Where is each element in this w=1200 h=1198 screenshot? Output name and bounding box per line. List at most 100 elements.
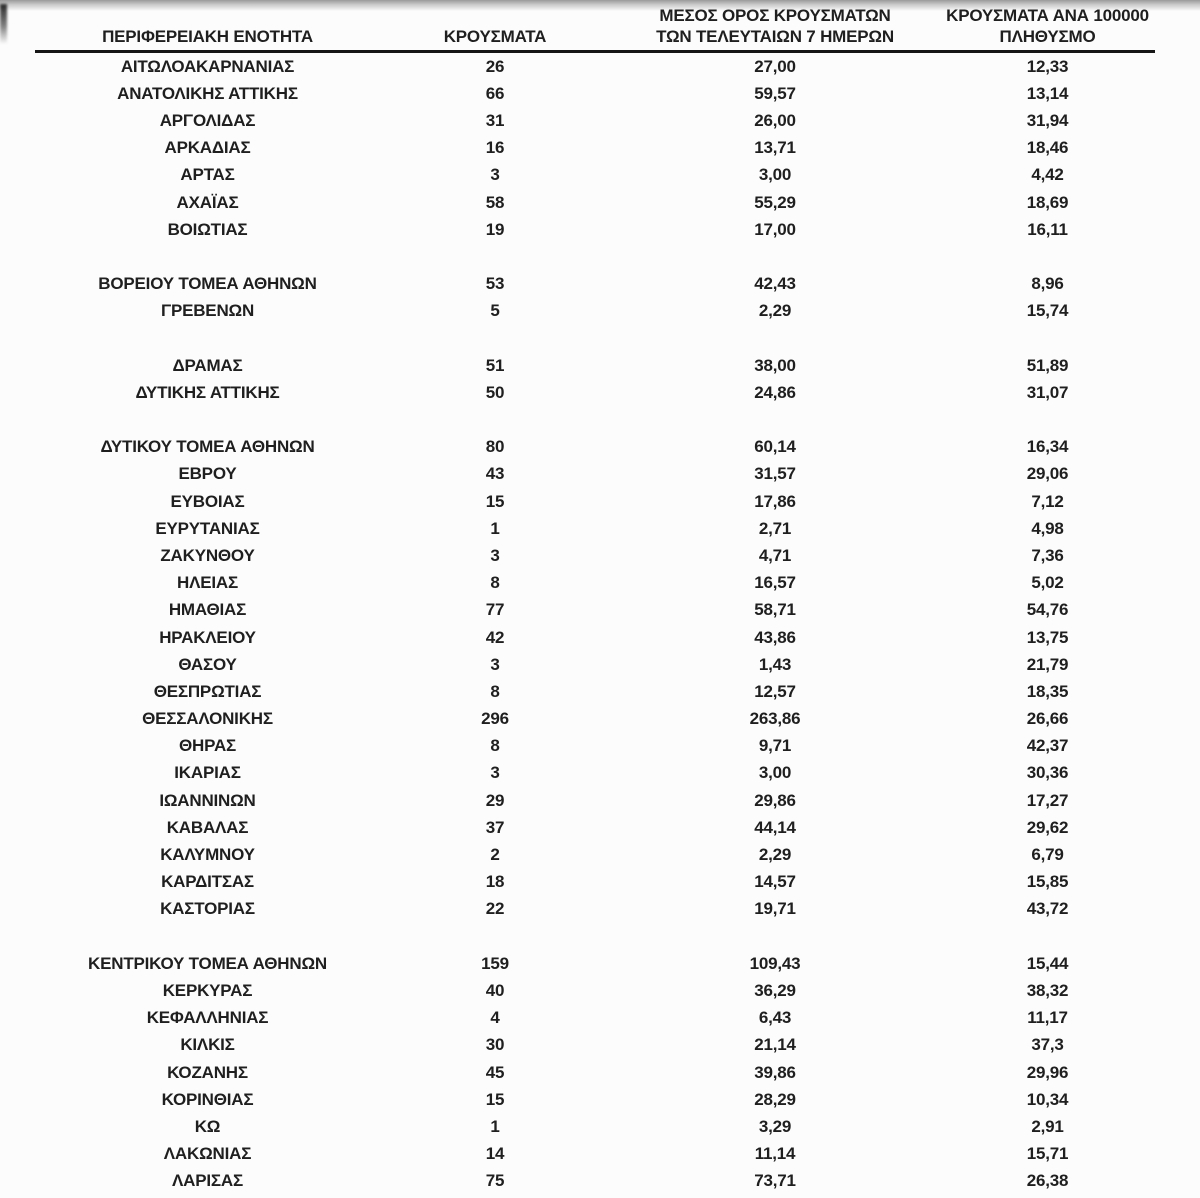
cases-value: 22 [485,899,505,919]
avg7-value: 29,86 [754,790,796,810]
per100k-value: 16,11 [1027,219,1068,239]
cases-value: 296 [481,709,509,729]
table-row: ΑΡΤΑΣ 3 3,00 4,42 [35,162,1155,189]
header-regional-unit: ΠΕΡΙΦΕΡΕΙΑΚΗ ΕΝΟΤΗΤΑ [35,26,380,47]
per100k-value: 13,75 [1026,627,1069,647]
cases-value: 15 [485,1089,505,1109]
per100k-value: 15,85 [1026,872,1069,892]
per100k-value: 31,07 [1026,382,1069,402]
cases-value: 80 [485,437,505,457]
cases-value: 159 [481,953,509,973]
avg7-value: 11,14 [754,1144,796,1164]
per100k-value: 54,76 [1026,600,1069,620]
table-row: ΚΩ 1 3,29 2,91 [35,1113,1155,1140]
table-row: ΘΕΣΣΑΛΟΝΙΚΗΣ 296 263,86 26,66 [35,706,1155,733]
region-name: ΕΒΡΟΥ [178,464,237,484]
avg7-value: 43,86 [754,627,796,647]
cases-value: 53 [485,274,505,294]
cases-value: 26 [485,56,505,76]
region-name: ΙΚΑΡΙΑΣ [174,763,241,783]
per100k-value: 42,37 [1026,736,1069,756]
per100k-value: 18,69 [1026,192,1069,212]
per100k-value: 51,89 [1026,355,1069,375]
per100k-value: 5,02 [1031,573,1064,593]
avg7-value: 1,43 [758,654,792,674]
cases-value: 75 [485,1171,505,1191]
header-per-100000-line1: ΚΡΟΥΣΜΑΤΑ ΑΝΑ 100000 [946,6,1149,25]
region-name: ΚΟΖΑΝΗΣ [167,1062,248,1082]
region-name: ΛΑΚΩΝΙΑΣ [163,1144,252,1164]
region-name: ΛΑΡΙΣΑΣ [172,1171,243,1191]
per100k-value: 11,17 [1027,1008,1068,1028]
table-row: ΕΥΡΥΤΑΝΙΑΣ 1 2,71 4,98 [35,515,1155,542]
region-name: ΑΙΤΩΛΟΑΚΑΡΝΑΝΙΑΣ [120,56,295,76]
per100k-value: 37,3 [1031,1035,1064,1055]
region-name: ΘΗΡΑΣ [178,736,237,756]
table-row: ΑΡΚΑΔΙΑΣ 16 13,71 18,46 [35,135,1155,162]
per100k-value: 31,94 [1026,110,1069,130]
table-row: ΗΛΕΙΑΣ 8 16,57 5,02 [35,570,1155,597]
screenshot-corner-artifact [0,4,7,44]
cases-value: 45 [485,1062,505,1082]
region-name: ΕΥΡΥΤΑΝΙΑΣ [155,518,260,538]
cases-value: 40 [485,980,505,1000]
cases-value: 3 [490,545,500,565]
per100k-value: 7,12 [1031,491,1064,511]
table-row: ΒΟΡΕΙΟΥ ΤΟΜΕΑ ΑΘΗΝΩΝ 53 42,43 8,96 [35,271,1155,298]
header-cases-label: ΚΡΟΥΣΜΑΤΑ [443,27,547,46]
avg7-value: 109,43 [749,953,801,973]
region-name: ΚΙΛΚΙΣ [180,1035,235,1055]
region-name: ΑΡΤΑΣ [180,165,235,185]
cases-value: 37 [485,817,505,837]
table-row: ΔΥΤΙΚΟΥ ΤΟΜΕΑ ΑΘΗΝΩΝ 80 60,14 16,34 [35,434,1155,461]
avg7-value: 59,57 [754,83,796,103]
avg7-value: 31,57 [754,464,796,484]
table-row: ΑΙΤΩΛΟΑΚΑΡΝΑΝΙΑΣ 26 27,00 12,33 [35,53,1155,80]
cases-value: 51 [485,355,505,375]
region-name: ΖΑΚΥΝΘΟΥ [160,545,255,565]
table-row: ΚΕΡΚΥΡΑΣ 40 36,29 38,32 [35,977,1155,1004]
table-row: ΛΑΚΩΝΙΑΣ 14 11,14 15,71 [35,1141,1155,1168]
avg7-value: 12,57 [754,681,796,701]
region-name: ΙΩΑΝΝΙΝΩΝ [159,790,256,810]
table-row: ΑΝΑΤΟΛΙΚΗΣ ΑΤΤΙΚΗΣ 66 59,57 13,14 [35,80,1155,107]
avg7-value: 58,71 [754,600,796,620]
region-name: ΗΡΑΚΛΕΙΟΥ [159,627,256,647]
cases-value: 3 [490,654,500,674]
cases-value: 58 [485,192,505,212]
per100k-value: 29,62 [1026,817,1069,837]
cases-value: 31 [485,110,505,130]
table-row: ΙΚΑΡΙΑΣ 3 3,00 30,36 [35,760,1155,787]
table-row: ΗΡΑΚΛΕΙΟΥ 42 43,86 13,75 [35,624,1155,651]
region-name: ΑΡΓΟΛΙΔΑΣ [159,110,256,130]
per100k-value: 12,33 [1026,56,1069,76]
avg7-value: 21,14 [754,1035,796,1055]
region-name: ΔΥΤΙΚΗΣ ΑΤΤΙΚΗΣ [135,382,280,402]
avg7-value: 27,00 [754,56,796,76]
per100k-value: 18,35 [1026,681,1069,701]
table-row: ΘΗΡΑΣ 8 9,71 42,37 [35,733,1155,760]
avg7-value: 16,57 [754,573,796,593]
cases-value: 8 [490,736,500,756]
group-spacer [35,243,1155,270]
cases-value: 3 [490,165,500,185]
avg7-value: 60,14 [754,437,796,457]
per100k-value: 6,79 [1031,845,1064,865]
table-row: ΑΧΑΪΑΣ 58 55,29 18,69 [35,189,1155,216]
region-name: ΘΕΣΣΑΛΟΝΙΚΗΣ [142,709,273,729]
per100k-value: 18,46 [1026,138,1069,158]
table-row: ΘΑΣΟΥ 3 1,43 21,79 [35,651,1155,678]
cases-value: 42 [485,627,505,647]
per100k-value: 29,96 [1026,1062,1069,1082]
avg7-value: 17,86 [754,491,796,511]
table-row: ΔΥΤΙΚΗΣ ΑΤΤΙΚΗΣ 50 24,86 31,07 [35,379,1155,406]
region-name: ΚΑΣΤΟΡΙΑΣ [160,899,255,919]
per100k-value: 16,34 [1026,437,1069,457]
region-name: ΑΝΑΤΟΛΙΚΗΣ ΑΤΤΙΚΗΣ [117,83,298,103]
avg7-value: 36,29 [754,980,796,1000]
region-name: ΔΡΑΜΑΣ [172,355,243,375]
table-row: ΚΟΡΙΝΘΙΑΣ 15 28,29 10,34 [35,1086,1155,1113]
per100k-value: 8,96 [1031,274,1064,294]
table-row: ΒΟΙΩΤΙΑΣ 19 17,00 16,11 [35,216,1155,243]
per100k-value: 17,27 [1026,790,1069,810]
